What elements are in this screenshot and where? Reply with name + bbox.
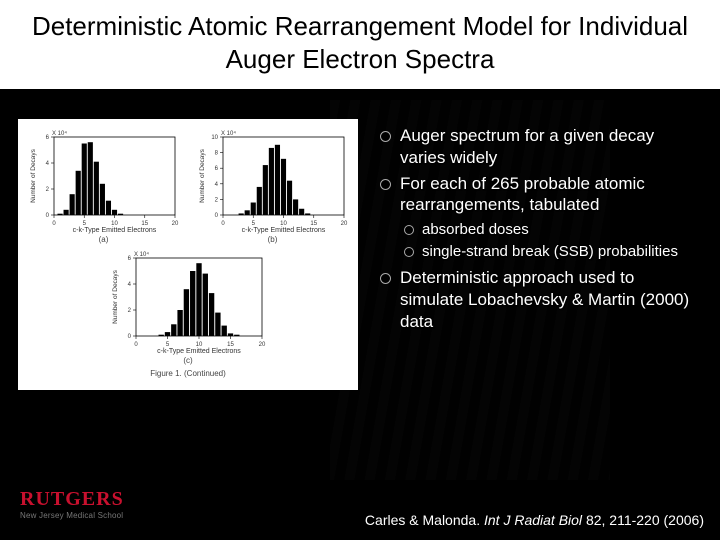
svg-text:Number of Decays: Number of Decays — [30, 148, 37, 203]
histogram-figure: X 10⁴051015200246c-k-Type Emitted Electr… — [18, 119, 358, 390]
svg-text:2: 2 — [46, 187, 50, 193]
content-area: X 10⁴051015200246c-k-Type Emitted Electr… — [0, 89, 720, 390]
panel-c-label: (c) — [108, 356, 268, 365]
svg-text:0: 0 — [46, 213, 50, 219]
svg-text:X 10⁴: X 10⁴ — [52, 130, 67, 137]
citation-journal: Int J Radiat Biol — [484, 512, 582, 528]
svg-text:6: 6 — [46, 135, 50, 141]
panel-c: X 10⁴051015200246c-k-Type Emitted Electr… — [108, 246, 268, 365]
bullet-2-text: For each of 265 probable atomic rearrang… — [400, 174, 645, 215]
subbullet-2: single-strand break (SSB) probabilities — [404, 242, 702, 262]
figure-caption: Figure 1. (Continued) — [22, 369, 354, 378]
panel-b: X 10⁴051015200246810c-k-Type Emitted Ele… — [195, 125, 350, 244]
svg-text:4: 4 — [128, 282, 132, 288]
svg-text:2: 2 — [215, 197, 219, 203]
citation-authors: Carles & Malonda. — [365, 512, 480, 528]
panel-b-label: (b) — [195, 235, 350, 244]
svg-text:4: 4 — [46, 161, 50, 167]
logo-subtitle: New Jersey Medical School — [20, 511, 124, 520]
svg-text:Number of Decays: Number of Decays — [112, 269, 119, 324]
svg-text:c-k-Type Emitted Electrons: c-k-Type Emitted Electrons — [157, 348, 241, 355]
svg-text:4: 4 — [215, 182, 219, 188]
bullet-3: Deterministic approach used to simulate … — [380, 267, 702, 332]
logo-text: RUTGERS — [20, 488, 124, 511]
rutgers-logo: RUTGERS New Jersey Medical School — [20, 488, 124, 520]
svg-text:0: 0 — [128, 334, 132, 340]
svg-text:X 10⁴: X 10⁴ — [221, 130, 236, 137]
svg-text:0: 0 — [215, 213, 219, 219]
panel-a: X 10⁴051015200246c-k-Type Emitted Electr… — [26, 125, 181, 244]
svg-text:0: 0 — [134, 342, 138, 348]
svg-text:20: 20 — [259, 342, 266, 348]
svg-text:8: 8 — [215, 151, 219, 157]
svg-text:10: 10 — [211, 135, 218, 141]
bullet-1: Auger spectrum for a given decay varies … — [380, 125, 702, 169]
svg-text:2: 2 — [128, 308, 132, 314]
subbullet-1: absorbed doses — [404, 220, 702, 240]
svg-text:c-k-Type Emitted Electrons: c-k-Type Emitted Electrons — [242, 227, 326, 234]
citation-rest: 82, 211-220 (2006) — [586, 512, 704, 528]
svg-text:c-k-Type Emitted Electrons: c-k-Type Emitted Electrons — [73, 227, 157, 234]
svg-text:0: 0 — [221, 221, 225, 227]
title-band: Deterministic Atomic Rearrangement Model… — [0, 0, 720, 89]
slide-title: Deterministic Atomic Rearrangement Model… — [10, 10, 710, 75]
svg-text:6: 6 — [215, 166, 219, 172]
panel-a-label: (a) — [26, 235, 181, 244]
svg-text:20: 20 — [341, 221, 348, 227]
svg-text:X 10⁴: X 10⁴ — [134, 251, 149, 258]
svg-text:6: 6 — [128, 256, 132, 262]
citation: Carles & Malonda. Int J Radiat Biol 82, … — [365, 512, 704, 528]
bullet-list: Auger spectrum for a given decay varies … — [380, 119, 702, 390]
svg-text:Number of Decays: Number of Decays — [199, 148, 206, 203]
svg-text:0: 0 — [52, 221, 56, 227]
svg-text:20: 20 — [172, 221, 179, 227]
bullet-2: For each of 265 probable atomic rearrang… — [380, 173, 702, 262]
